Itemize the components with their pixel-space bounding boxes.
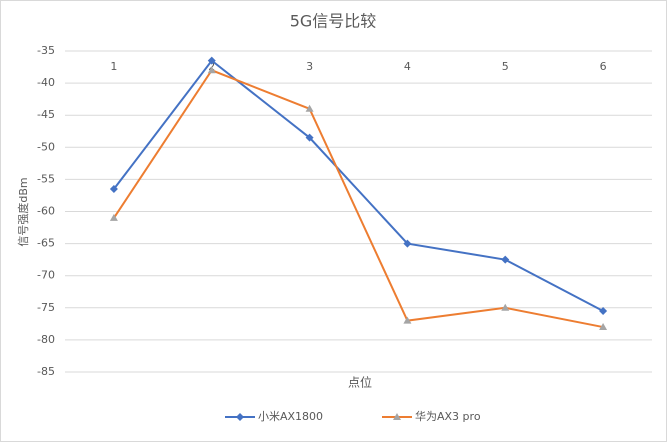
marker [599,307,608,316]
y-tick-label: -40 [37,76,55,89]
y-tick-label: -85 [37,365,55,378]
y-tick-label: -70 [37,269,55,282]
y-tick-label: -45 [37,108,55,121]
x-tick-label: 6 [600,60,607,73]
marker [501,303,510,311]
marker [109,213,118,221]
marker [109,185,118,194]
y-axis-title: 信号强度dBm [16,177,30,246]
marker [305,104,314,112]
x-tick-label: 4 [404,60,411,73]
y-tick-label: -60 [37,205,55,218]
x-tick-label: 5 [502,60,509,73]
y-tick-label: -35 [37,44,55,57]
marker [599,323,608,331]
marker [501,255,510,264]
y-tick-label: -80 [37,333,55,346]
series-line [113,59,604,312]
y-tick-label: -55 [37,172,55,185]
marker [305,133,314,142]
chart-title: 5G信号比较 [290,12,377,31]
legend-label: 华为AX3 pro [415,409,481,423]
marker [207,66,216,74]
y-tick-label: -75 [37,301,55,314]
x-axis-title: 点位 [348,375,372,390]
marker [393,413,401,420]
marker [403,239,412,248]
y-tick-label: -65 [37,237,55,250]
legend-label: 小米AX1800 [258,410,323,423]
marker [403,316,412,324]
marker [207,56,216,65]
series-line [113,69,604,329]
marker [236,413,244,421]
y-tick-label: -50 [37,140,55,153]
x-tick-label: 1 [110,60,117,73]
x-tick-label: 3 [306,60,313,73]
